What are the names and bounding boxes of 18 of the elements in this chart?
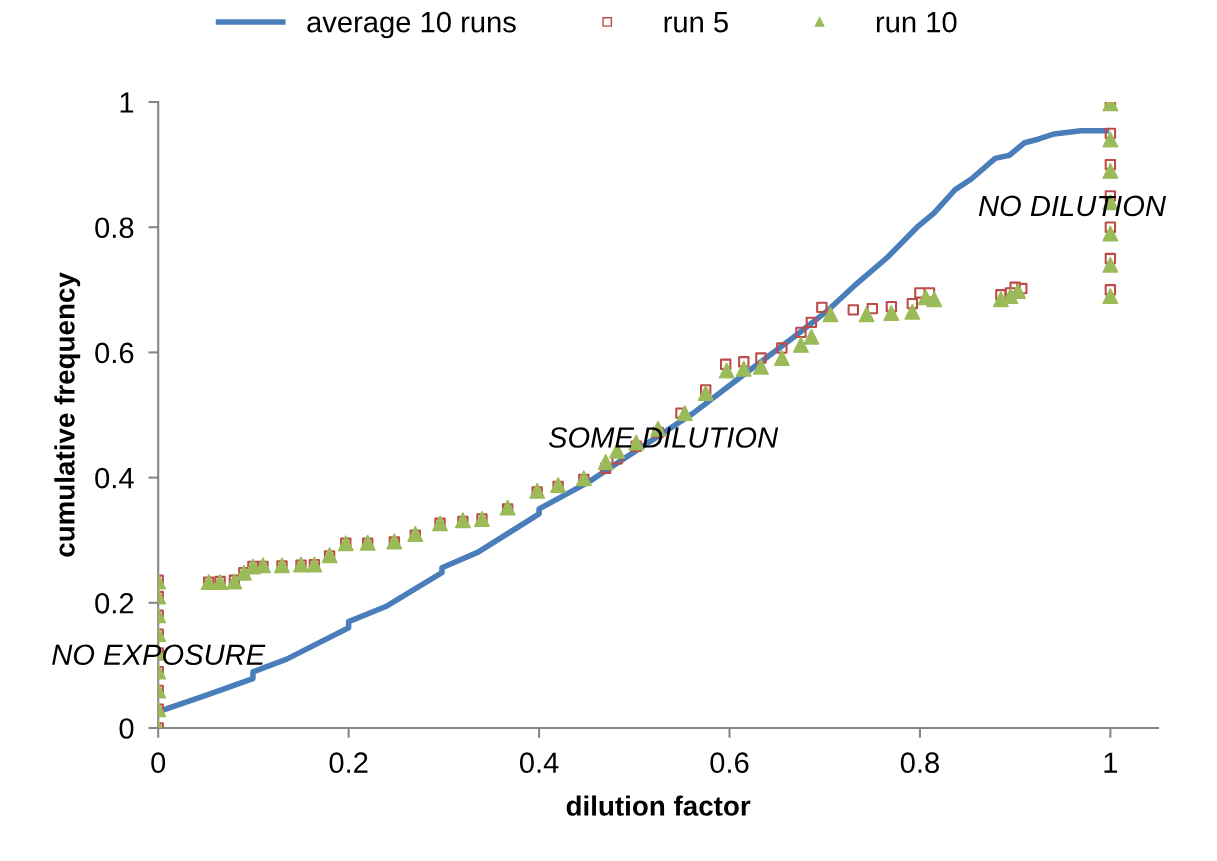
x-axis-title: dilution factor bbox=[566, 795, 751, 816]
x-tick-label: 1 bbox=[1104, 752, 1118, 773]
y-axis-title: cumulative frequency bbox=[54, 272, 81, 557]
legend-label: run 5 bbox=[664, 12, 728, 33]
annotation: NO DILUTION bbox=[978, 195, 1166, 217]
y-tick-label: 0.4 bbox=[95, 467, 134, 489]
x-tick-label: 0.6 bbox=[710, 752, 749, 774]
x-tick-label: 0 bbox=[151, 752, 166, 774]
y-tick-label: 0 bbox=[119, 718, 134, 739]
x-tick-label: 0.8 bbox=[900, 752, 939, 774]
y-tick-label: 0.2 bbox=[95, 592, 134, 614]
x-tick-label: 0.2 bbox=[329, 752, 368, 774]
y-tick-label: 0.6 bbox=[95, 342, 134, 364]
y-tick-label: 1 bbox=[120, 92, 134, 113]
x-tick-label: 0.4 bbox=[519, 752, 559, 774]
legend-label: average 10 runs bbox=[307, 11, 516, 39]
legend-label: run 10 bbox=[876, 11, 957, 33]
y-tick-label: 0.8 bbox=[95, 217, 134, 239]
